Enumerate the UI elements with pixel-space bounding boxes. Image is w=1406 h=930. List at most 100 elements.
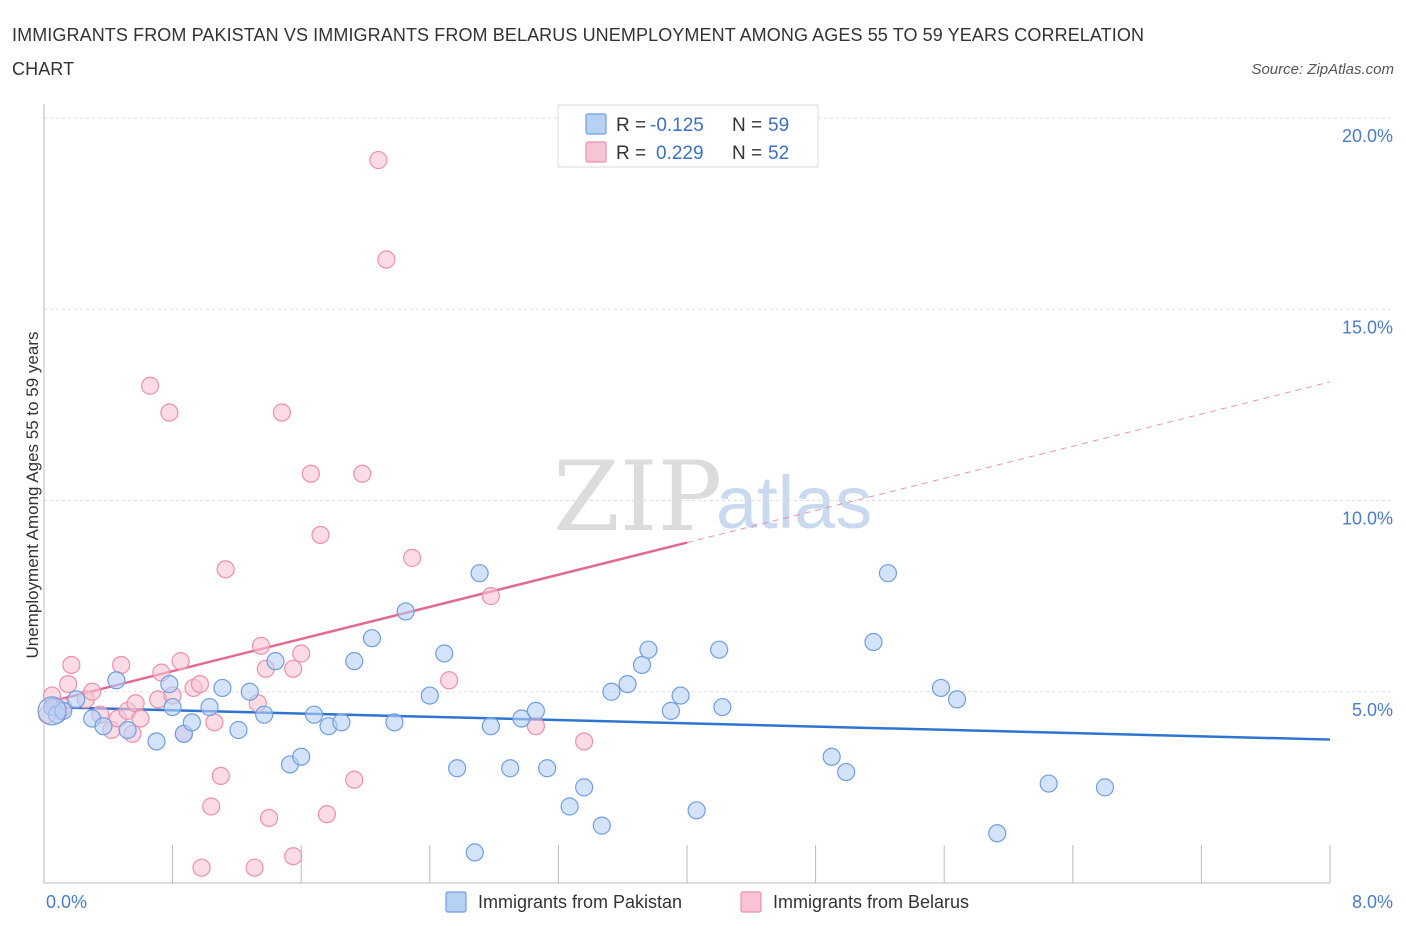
- point-pakistan-54: [931, 678, 951, 698]
- y-tick-label-2: 15.0%: [1342, 317, 1393, 337]
- point-pakistan-8: [147, 732, 166, 751]
- point-pakistan-9: [160, 674, 179, 694]
- point-pakistan-15: [229, 720, 248, 740]
- x-tick-label-0: 0.0%: [46, 892, 87, 912]
- point-pakistan-47: [687, 801, 706, 820]
- point-pakistan-45: [661, 701, 681, 720]
- y-axis-label: Unemployment Among Ages 55 to 59 years: [23, 332, 42, 659]
- point-pakistan-3: [67, 690, 86, 709]
- point-belarus-28: [245, 858, 264, 877]
- point-pakistan-37: [538, 759, 557, 778]
- point-belarus-26: [211, 766, 230, 786]
- point-pakistan-7: [118, 720, 137, 740]
- point-pakistan-50: [822, 747, 841, 766]
- point-belarus-44: [403, 548, 422, 567]
- point-pakistan-40: [592, 816, 611, 835]
- scatter-points: [37, 150, 1115, 877]
- point-belarus-22: [190, 674, 210, 694]
- point-cluster-origin: [37, 696, 67, 726]
- point-pakistan-49: [713, 697, 732, 717]
- point-pakistan-53: [878, 564, 898, 583]
- point-pakistan-26: [385, 713, 404, 732]
- y-tick-label-3: 20.0%: [1342, 126, 1393, 146]
- point-pakistan-57: [1039, 774, 1058, 793]
- point-belarus-36: [292, 644, 311, 663]
- point-pakistan-38: [560, 797, 579, 816]
- point-pakistan-18: [266, 652, 285, 671]
- point-pakistan-17: [255, 705, 274, 724]
- point-belarus-42: [369, 150, 388, 170]
- point-belarus-24: [202, 797, 221, 816]
- legend-n-label-belarus: N =: [732, 143, 762, 164]
- point-pakistan-55: [947, 690, 967, 709]
- legend-n-value-belarus: 52: [768, 143, 789, 164]
- point-belarus-38: [311, 525, 330, 545]
- y-tick-label-1: 10.0%: [1342, 509, 1393, 529]
- stats-legend: R = -0.125 N = 59 R = 0.229 N = 52: [557, 104, 819, 168]
- point-pakistan-23: [332, 713, 351, 732]
- bottom-legend-swatch-pakistan: [445, 891, 467, 913]
- point-pakistan-52: [864, 632, 883, 652]
- point-pakistan-13: [200, 697, 219, 717]
- tick-labels: 5.0% 10.0% 15.0% 20.0% 0.0% 8.0%: [46, 126, 1393, 912]
- point-belarus-13: [131, 709, 150, 728]
- point-pakistan-5: [94, 717, 113, 736]
- point-pakistan-58: [1095, 778, 1115, 797]
- point-belarus-45: [439, 671, 459, 690]
- point-belarus-34: [284, 659, 303, 678]
- legend-r-value-belarus: 0.229: [656, 143, 704, 164]
- point-pakistan-39: [575, 778, 594, 797]
- point-pakistan-12: [182, 713, 201, 732]
- point-pakistan-30: [448, 759, 467, 778]
- legend-r-label-pakistan: R =: [616, 115, 646, 136]
- point-pakistan-20: [292, 747, 311, 766]
- point-pakistan-33: [481, 717, 500, 736]
- point-pakistan-36: [526, 701, 545, 720]
- legend-r-value-pakistan: -0.125: [650, 115, 704, 136]
- point-pakistan-28: [420, 686, 439, 705]
- point-belarus-43: [377, 250, 396, 269]
- trend-line-1: [43, 541, 688, 705]
- point-pakistan-29: [435, 644, 454, 663]
- bottom-legend-label-pakistan: Immigrants from Pakistan: [478, 892, 682, 912]
- point-belarus-14: [140, 376, 160, 395]
- point-belarus-48: [575, 732, 594, 751]
- series-legend: Immigrants from Pakistan Immigrants from…: [445, 891, 969, 913]
- point-pakistan-16: [240, 682, 259, 701]
- source-label: Source: ZipAtlas.com: [1251, 61, 1394, 78]
- point-pakistan-56: [988, 824, 1007, 843]
- gridlines: [44, 117, 1394, 693]
- trend-lines: [43, 381, 1331, 741]
- point-pakistan-24: [345, 652, 364, 671]
- legend-n-label-pakistan: N =: [732, 115, 762, 136]
- point-belarus-40: [345, 770, 364, 789]
- point-pakistan-51: [837, 762, 856, 782]
- point-belarus-37: [301, 464, 320, 483]
- point-pakistan-14: [213, 678, 232, 698]
- legend-n-value-pakistan: 59: [768, 115, 789, 136]
- point-pakistan-35: [512, 709, 531, 728]
- point-belarus-41: [353, 464, 372, 483]
- point-pakistan-43: [632, 655, 652, 675]
- axes: [43, 104, 1331, 884]
- point-belarus-35: [284, 847, 303, 866]
- point-pakistan-32: [470, 564, 489, 583]
- point-pakistan-48: [710, 640, 729, 659]
- legend-swatch-belarus: [585, 141, 607, 163]
- point-belarus-23: [192, 858, 211, 877]
- watermark-atlas: atlas: [716, 461, 872, 544]
- point-belarus-46: [481, 587, 500, 606]
- point-pakistan-21: [304, 705, 324, 724]
- bottom-legend-swatch-belarus: [740, 891, 762, 913]
- point-pakistan-41: [602, 682, 621, 701]
- point-belarus-32: [259, 808, 279, 828]
- point-belarus-30: [251, 636, 271, 655]
- point-pakistan-25: [362, 629, 382, 648]
- chart-title: IMMIGRANTS FROM PAKISTAN VS IMMIGRANTS F…: [12, 25, 1145, 79]
- watermark-zip: ZIP: [553, 441, 722, 553]
- point-belarus-6: [83, 682, 102, 701]
- point-belarus-33: [272, 403, 292, 422]
- point-belarus-4: [62, 655, 81, 675]
- point-belarus-17: [160, 403, 179, 422]
